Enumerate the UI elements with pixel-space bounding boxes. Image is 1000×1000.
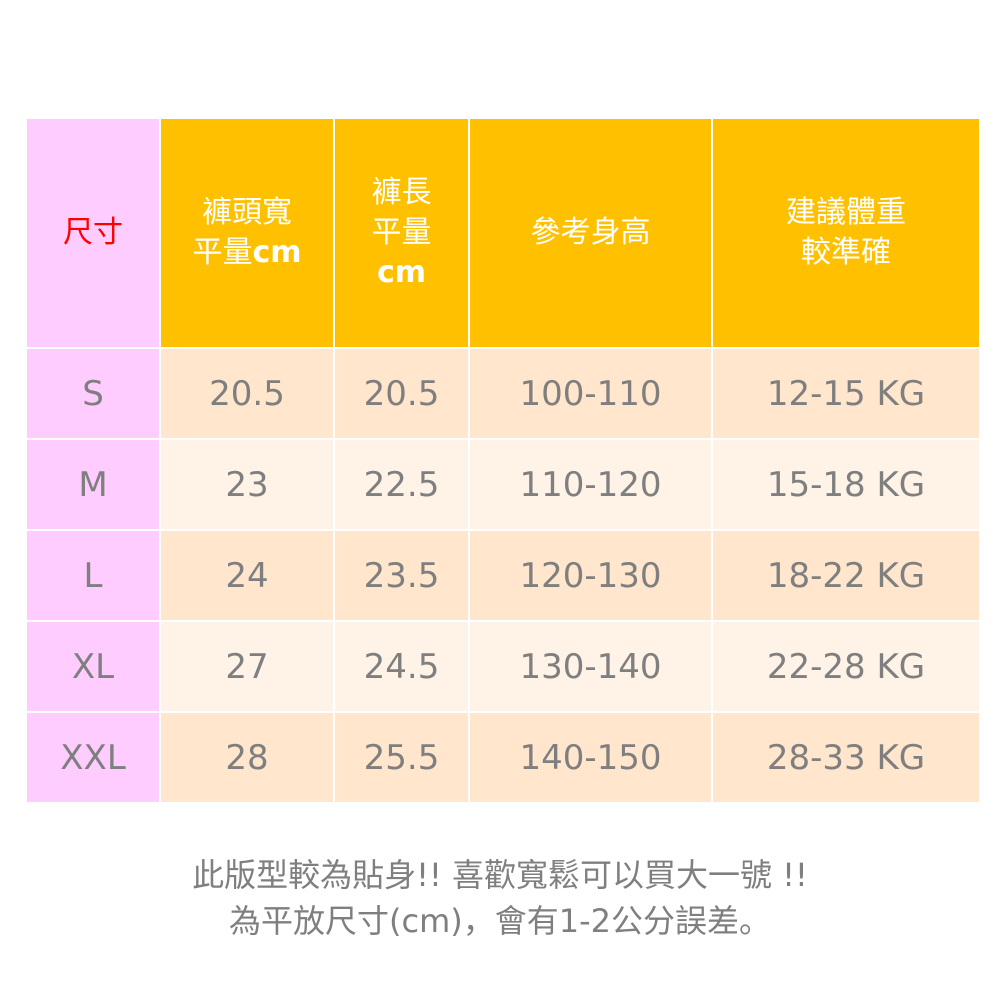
table-row: XXL 28 25.5 140-150 28-33 KG [25, 711, 981, 804]
note-line-2: 為平放尺寸(cm)，會有1-2公分誤差。 [228, 902, 771, 940]
note: 此版型較為貼身!! 喜歡寬鬆可以買大一號 !! 為平放尺寸(cm)，會有1-2公… [0, 852, 1000, 944]
cell-size: S [25, 347, 161, 440]
cell-size: M [25, 438, 161, 531]
header-weight-sub: 較準確 [801, 235, 891, 270]
cell-length: 24.5 [333, 620, 470, 713]
cell-weight: 28-33 KG [711, 711, 981, 804]
cell-weight: 22-28 KG [711, 620, 981, 713]
header-height: 參考身高 [468, 117, 713, 349]
header-length-sub: 平量 [371, 215, 432, 250]
header-size: 尺寸 [25, 117, 161, 349]
header-weight: 建議體重 較準確 [711, 117, 981, 349]
cell-length: 20.5 [333, 347, 470, 440]
header-waist-sub: 平量 [192, 235, 253, 270]
cell-size: XL [25, 620, 161, 713]
header-length-label: 褲長 [371, 175, 432, 210]
cell-waist: 20.5 [159, 347, 335, 440]
cell-length: 22.5 [333, 438, 470, 531]
cell-waist: 24 [159, 529, 335, 622]
cell-waist: 27 [159, 620, 335, 713]
cell-height: 100-110 [468, 347, 713, 440]
cell-waist: 23 [159, 438, 335, 531]
cell-height: 110-120 [468, 438, 713, 531]
header-weight-label: 建議體重 [786, 195, 906, 230]
table-row: L 24 23.5 120-130 18-22 KG [25, 529, 981, 622]
header-waist-label: 褲頭寬 [202, 195, 292, 230]
header-waist-unit: cm [252, 235, 302, 270]
cell-length: 25.5 [333, 711, 470, 804]
table-row: XL 27 24.5 130-140 22-28 KG [25, 620, 981, 713]
cell-waist: 28 [159, 711, 335, 804]
header-waist: 褲頭寬平量cm [159, 117, 335, 349]
cell-size: XXL [25, 711, 161, 804]
header-row: 尺寸 褲頭寬 平量cm 褲長 平量 cm 參考身高 建議體重 較準確 [25, 117, 981, 349]
cell-weight: 18-22 KG [711, 529, 981, 622]
note-line-1: 此版型較為貼身!! 喜歡寬鬆可以買大一號 !! [192, 856, 808, 894]
header-length-unit: cm [376, 255, 427, 290]
cell-weight: 15-18 KG [711, 438, 981, 531]
cell-size: L [25, 529, 161, 622]
cell-length: 23.5 [333, 529, 470, 622]
cell-height: 120-130 [468, 529, 713, 622]
table-row: M 23 22.5 110-120 15-18 KG [25, 438, 981, 531]
header-length: 褲長平量 cm [333, 117, 470, 349]
cell-height: 130-140 [468, 620, 713, 713]
table-row: S 20.5 20.5 100-110 12-15 KG [25, 347, 981, 440]
cell-weight: 12-15 KG [711, 347, 981, 440]
cell-height: 140-150 [468, 711, 713, 804]
size-chart-table: 尺寸 褲頭寬 平量cm 褲長 平量 cm 參考身高 建議體重 較準確 S 20.5 20.5… [25, 117, 981, 804]
